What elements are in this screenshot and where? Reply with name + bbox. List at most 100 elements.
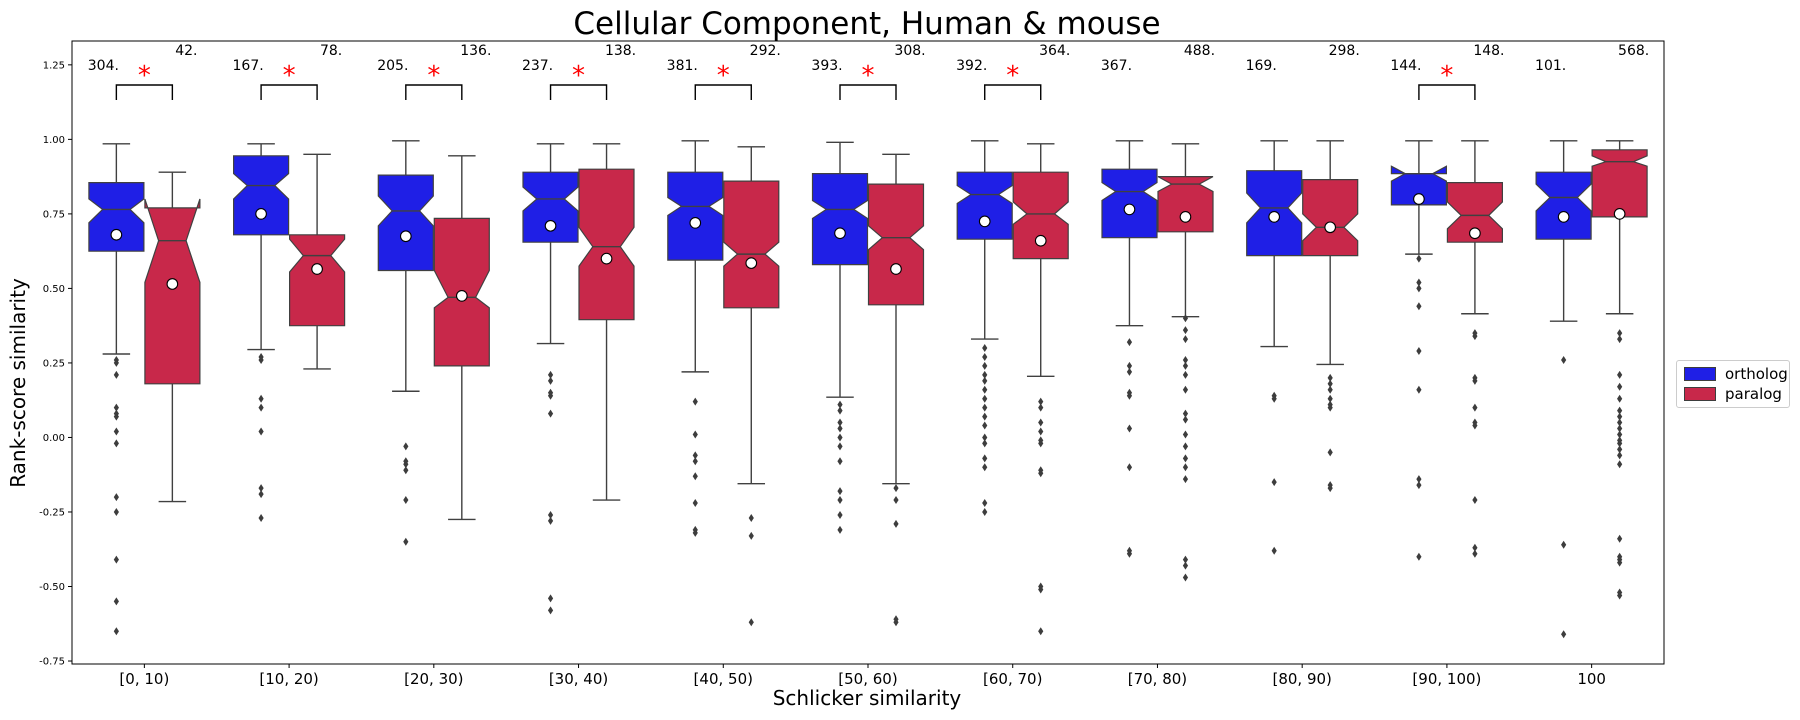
mean-marker: [311, 263, 323, 275]
outlier-point: [1126, 463, 1133, 472]
outlier-point: [837, 424, 843, 433]
outlier-point: [1126, 367, 1133, 376]
mean-marker: [1179, 211, 1192, 223]
outlier-point: [1617, 534, 1623, 543]
outlier-point: [1416, 347, 1422, 356]
significance-star: *: [1006, 61, 1019, 91]
significance-bracket: [984, 84, 1042, 100]
outlier-point: [113, 439, 119, 448]
box-body: [1390, 165, 1448, 206]
mean-marker: [689, 216, 702, 229]
count-label-paralog: 488.: [1184, 43, 1215, 59]
count-label-ortholog: 392.: [956, 58, 987, 74]
outlier-point: [1327, 379, 1333, 388]
count-label-ortholog: 205.: [377, 58, 408, 74]
outlier-point: [1617, 418, 1623, 427]
plot-frame: [71, 40, 1665, 665]
box-body: [144, 198, 201, 385]
box-paralog-0: [144, 171, 201, 503]
outlier-point: [113, 412, 119, 421]
x-tick-label: [0, 10): [119, 670, 169, 688]
outlier-point: [893, 618, 899, 627]
outlier-point: [1561, 540, 1567, 549]
outlier-point: [837, 496, 843, 505]
x-tick-label: [70, 80): [1128, 670, 1187, 688]
mean-marker: [166, 278, 179, 290]
outlier-point: [837, 457, 843, 466]
outlier-point: [1416, 475, 1422, 484]
outlier-point: [692, 451, 698, 460]
outlier-point: [982, 403, 988, 412]
significance-bracket: [260, 84, 318, 100]
outlier-point: [113, 597, 119, 606]
outlier-point: [1182, 335, 1189, 344]
box-paralog-6: [1012, 143, 1069, 636]
outlier-point: [982, 385, 988, 394]
outlier-point: [258, 490, 264, 499]
count-label-paralog: 42.: [175, 43, 197, 59]
outlier-point: [1327, 403, 1333, 412]
legend: ortholog paralog: [1676, 360, 1790, 408]
outlier-point: [1126, 338, 1133, 347]
outlier-point: [1472, 543, 1478, 552]
count-label-paralog: 568.: [1618, 43, 1649, 59]
outlier-point: [982, 421, 988, 430]
box-body: [1302, 179, 1359, 257]
outlier-point: [748, 513, 754, 522]
outlier-point: [837, 487, 843, 496]
outlier-point: [1038, 585, 1044, 594]
count-label-ortholog: 304.: [88, 58, 119, 74]
outlier-point: [258, 355, 264, 364]
box-body: [1446, 182, 1504, 243]
y-axis-label: Rank-score similarity: [6, 278, 30, 488]
outlier-point: [982, 352, 988, 361]
outlier-point: [1416, 385, 1422, 394]
outlier-point: [1617, 591, 1623, 600]
outlier-point: [1182, 475, 1189, 484]
box-ortholog-1: [233, 143, 290, 522]
outlier-point: [258, 484, 264, 493]
count-label-paralog: 136.: [460, 43, 491, 59]
box-paralog-5: [867, 153, 925, 627]
outlier-point: [748, 531, 754, 540]
mean-marker: [544, 219, 557, 232]
outlier-point: [1416, 302, 1422, 311]
outlier-point: [692, 397, 698, 406]
outlier-point: [982, 344, 988, 353]
outlier-point: [1182, 454, 1189, 463]
outlier-point: [1271, 478, 1277, 487]
outlier-point: [1416, 284, 1422, 293]
mean-marker: [1034, 234, 1047, 247]
outlier-point: [1327, 394, 1333, 403]
outlier-point: [1182, 361, 1189, 370]
outlier-point: [258, 513, 264, 522]
outlier-point: [258, 394, 264, 403]
mean-marker: [978, 215, 991, 228]
outlier-point: [1126, 391, 1133, 400]
legend-swatch-paralog: [1684, 387, 1716, 401]
outlier-point: [837, 510, 843, 519]
outlier-point: [1327, 385, 1333, 394]
outlier-point: [1617, 329, 1623, 338]
outlier-point: [1561, 355, 1567, 364]
box-ortholog-5: [811, 141, 869, 534]
box-paralog-4: [723, 146, 780, 627]
outlier-point: [113, 507, 119, 516]
mean-marker: [1324, 221, 1337, 234]
outlier-point: [692, 472, 698, 481]
outlier-point: [1327, 373, 1333, 382]
outlier-point: [1182, 409, 1189, 418]
outlier-point: [403, 537, 409, 546]
box-ortholog-8: [1246, 140, 1303, 555]
outlier-point: [547, 516, 554, 525]
outlier-point: [837, 442, 843, 451]
box-body: [1157, 176, 1214, 233]
outlier-point: [982, 439, 988, 448]
significance-bracket: [1418, 84, 1476, 100]
outlier-point: [1182, 385, 1189, 394]
outlier-point: [1182, 555, 1189, 564]
y-axis: -0.75 -0.50 -0.25 0.00 0.25 0.50 0.75 1.00 1.25: [39, 60, 72, 668]
count-label-ortholog: 167.: [233, 58, 264, 74]
outlier-point: [692, 499, 698, 508]
mean-marker: [255, 208, 267, 220]
